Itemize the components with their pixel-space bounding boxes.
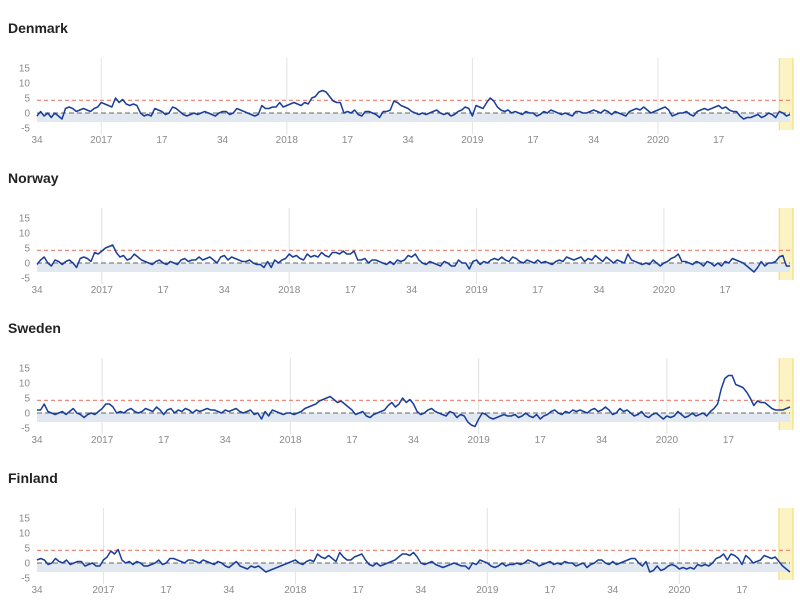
- chart-panel-norway: Norway -5 0 5 10 15 34 2017 17 34 2018 17 34 2019 17 3…: [0, 150, 800, 300]
- y-tick-label: 10: [19, 529, 31, 540]
- chart-panel-denmark: Denmark -5 0 5 10 15 34 2017 17 34 2018 17 34 2019 17…: [0, 0, 800, 150]
- y-tick-label: 15: [19, 364, 31, 375]
- x-tick-label: 2018: [278, 285, 301, 296]
- x-tick-label: 34: [31, 135, 43, 146]
- x-tick-label: 34: [403, 135, 415, 146]
- x-tick-label: 17: [346, 435, 358, 446]
- x-tick-label: 34: [31, 585, 43, 596]
- series-line: [36, 244, 790, 273]
- x-tick-label: 2018: [284, 585, 307, 596]
- chart-plot: -5 0 5 10 15 34 2017 17 34 2018 17 34 2019 17 34 2020 17: [19, 358, 794, 446]
- x-tick-label: 2020: [653, 285, 676, 296]
- chart-panel-sweden: Sweden -5 0 5 10 15 34 2017 17 34 2018 17 34 2019 17 3…: [0, 300, 800, 450]
- x-tick-label: 34: [31, 435, 43, 446]
- y-tick-label: 0: [24, 259, 30, 270]
- x-tick-label: 17: [736, 585, 748, 596]
- y-tick-label: 15: [19, 214, 31, 225]
- x-tick-label: 17: [720, 285, 732, 296]
- x-tick-label: 34: [223, 585, 235, 596]
- chart-title: Finland: [8, 470, 58, 486]
- x-tick-label: 2020: [668, 585, 691, 596]
- chart-plot: -5 0 5 10 15 34 2017 17 34 2018 17 34 2019 17 34 2020 17: [19, 208, 794, 296]
- y-tick-label: 5: [24, 394, 30, 405]
- series-line: [36, 548, 791, 573]
- y-tick-label: -5: [21, 574, 30, 585]
- x-tick-label: 2017: [91, 285, 114, 296]
- chart-plot: -5 0 5 10 15 34 2017 17 34 2018 17 34 2019 17 34 2020 17: [19, 508, 794, 596]
- y-tick-label: 10: [19, 79, 31, 90]
- x-tick-label: 34: [217, 135, 229, 146]
- y-tick-label: -5: [21, 274, 30, 285]
- x-tick-label: 2017: [90, 135, 113, 146]
- x-tick-label: 2019: [476, 585, 499, 596]
- normal-range-band: [37, 113, 790, 122]
- normal-range-band: [37, 413, 790, 422]
- x-tick-label: 17: [161, 585, 173, 596]
- x-tick-label: 17: [345, 285, 357, 296]
- recent-weeks-highlight: [778, 508, 793, 580]
- x-tick-label: 2017: [91, 435, 114, 446]
- y-tick-label: 5: [24, 244, 30, 255]
- y-tick-label: 15: [19, 514, 31, 525]
- chart-title: Norway: [8, 170, 59, 186]
- x-tick-label: 34: [220, 435, 232, 446]
- x-tick-label: 17: [532, 285, 544, 296]
- x-tick-label: 34: [596, 435, 608, 446]
- y-tick-label: 10: [19, 229, 31, 240]
- recent-weeks-highlight: [779, 208, 793, 280]
- x-tick-label: 17: [713, 135, 725, 146]
- x-tick-label: 2019: [461, 135, 484, 146]
- x-tick-label: 34: [406, 285, 418, 296]
- x-tick-label: 34: [588, 135, 600, 146]
- recent-weeks-highlight: [779, 58, 793, 130]
- x-tick-label: 34: [31, 285, 43, 296]
- normal-range-band: [37, 563, 790, 572]
- x-tick-label: 17: [342, 135, 354, 146]
- x-tick-label: 34: [593, 285, 605, 296]
- x-tick-label: 2017: [92, 585, 115, 596]
- y-tick-label: 0: [24, 409, 30, 420]
- x-tick-label: 34: [415, 585, 427, 596]
- y-tick-label: 5: [24, 94, 30, 105]
- x-tick-label: 17: [527, 135, 539, 146]
- chart-title: Sweden: [8, 320, 61, 336]
- y-tick-label: -5: [21, 424, 30, 435]
- x-tick-label: 34: [607, 585, 619, 596]
- chart-panel-finland: Finland -5 0 5 10 15 34 2017 17 34 2018 17 34 2019 17…: [0, 450, 800, 600]
- series-line: [37, 374, 791, 428]
- x-tick-label: 34: [408, 435, 420, 446]
- series-line: [36, 89, 791, 120]
- y-tick-label: 0: [24, 559, 30, 570]
- x-tick-label: 2018: [276, 135, 299, 146]
- chart-plot: -5 0 5 10 15 34 2017 17 34 2018 17 34 2019 17 34 2020 17: [19, 58, 794, 146]
- y-tick-label: 0: [24, 109, 30, 120]
- recent-weeks-highlight: [779, 358, 793, 430]
- x-tick-label: 2020: [656, 435, 679, 446]
- x-tick-label: 17: [545, 585, 557, 596]
- normal-range-band: [37, 263, 790, 272]
- x-tick-label: 2018: [279, 435, 302, 446]
- x-tick-label: 2019: [465, 285, 488, 296]
- y-tick-label: 5: [24, 544, 30, 555]
- x-tick-label: 17: [156, 135, 168, 146]
- y-tick-label: -5: [21, 124, 30, 135]
- chart-title: Denmark: [8, 20, 68, 36]
- x-tick-label: 2020: [647, 135, 670, 146]
- x-tick-label: 17: [158, 285, 170, 296]
- x-tick-label: 17: [353, 585, 365, 596]
- x-tick-label: 17: [535, 435, 547, 446]
- x-tick-label: 34: [219, 285, 231, 296]
- y-tick-label: 10: [19, 379, 31, 390]
- x-tick-label: 17: [723, 435, 735, 446]
- y-tick-label: 15: [19, 64, 31, 75]
- x-tick-label: 2019: [468, 435, 491, 446]
- x-tick-label: 17: [158, 435, 170, 446]
